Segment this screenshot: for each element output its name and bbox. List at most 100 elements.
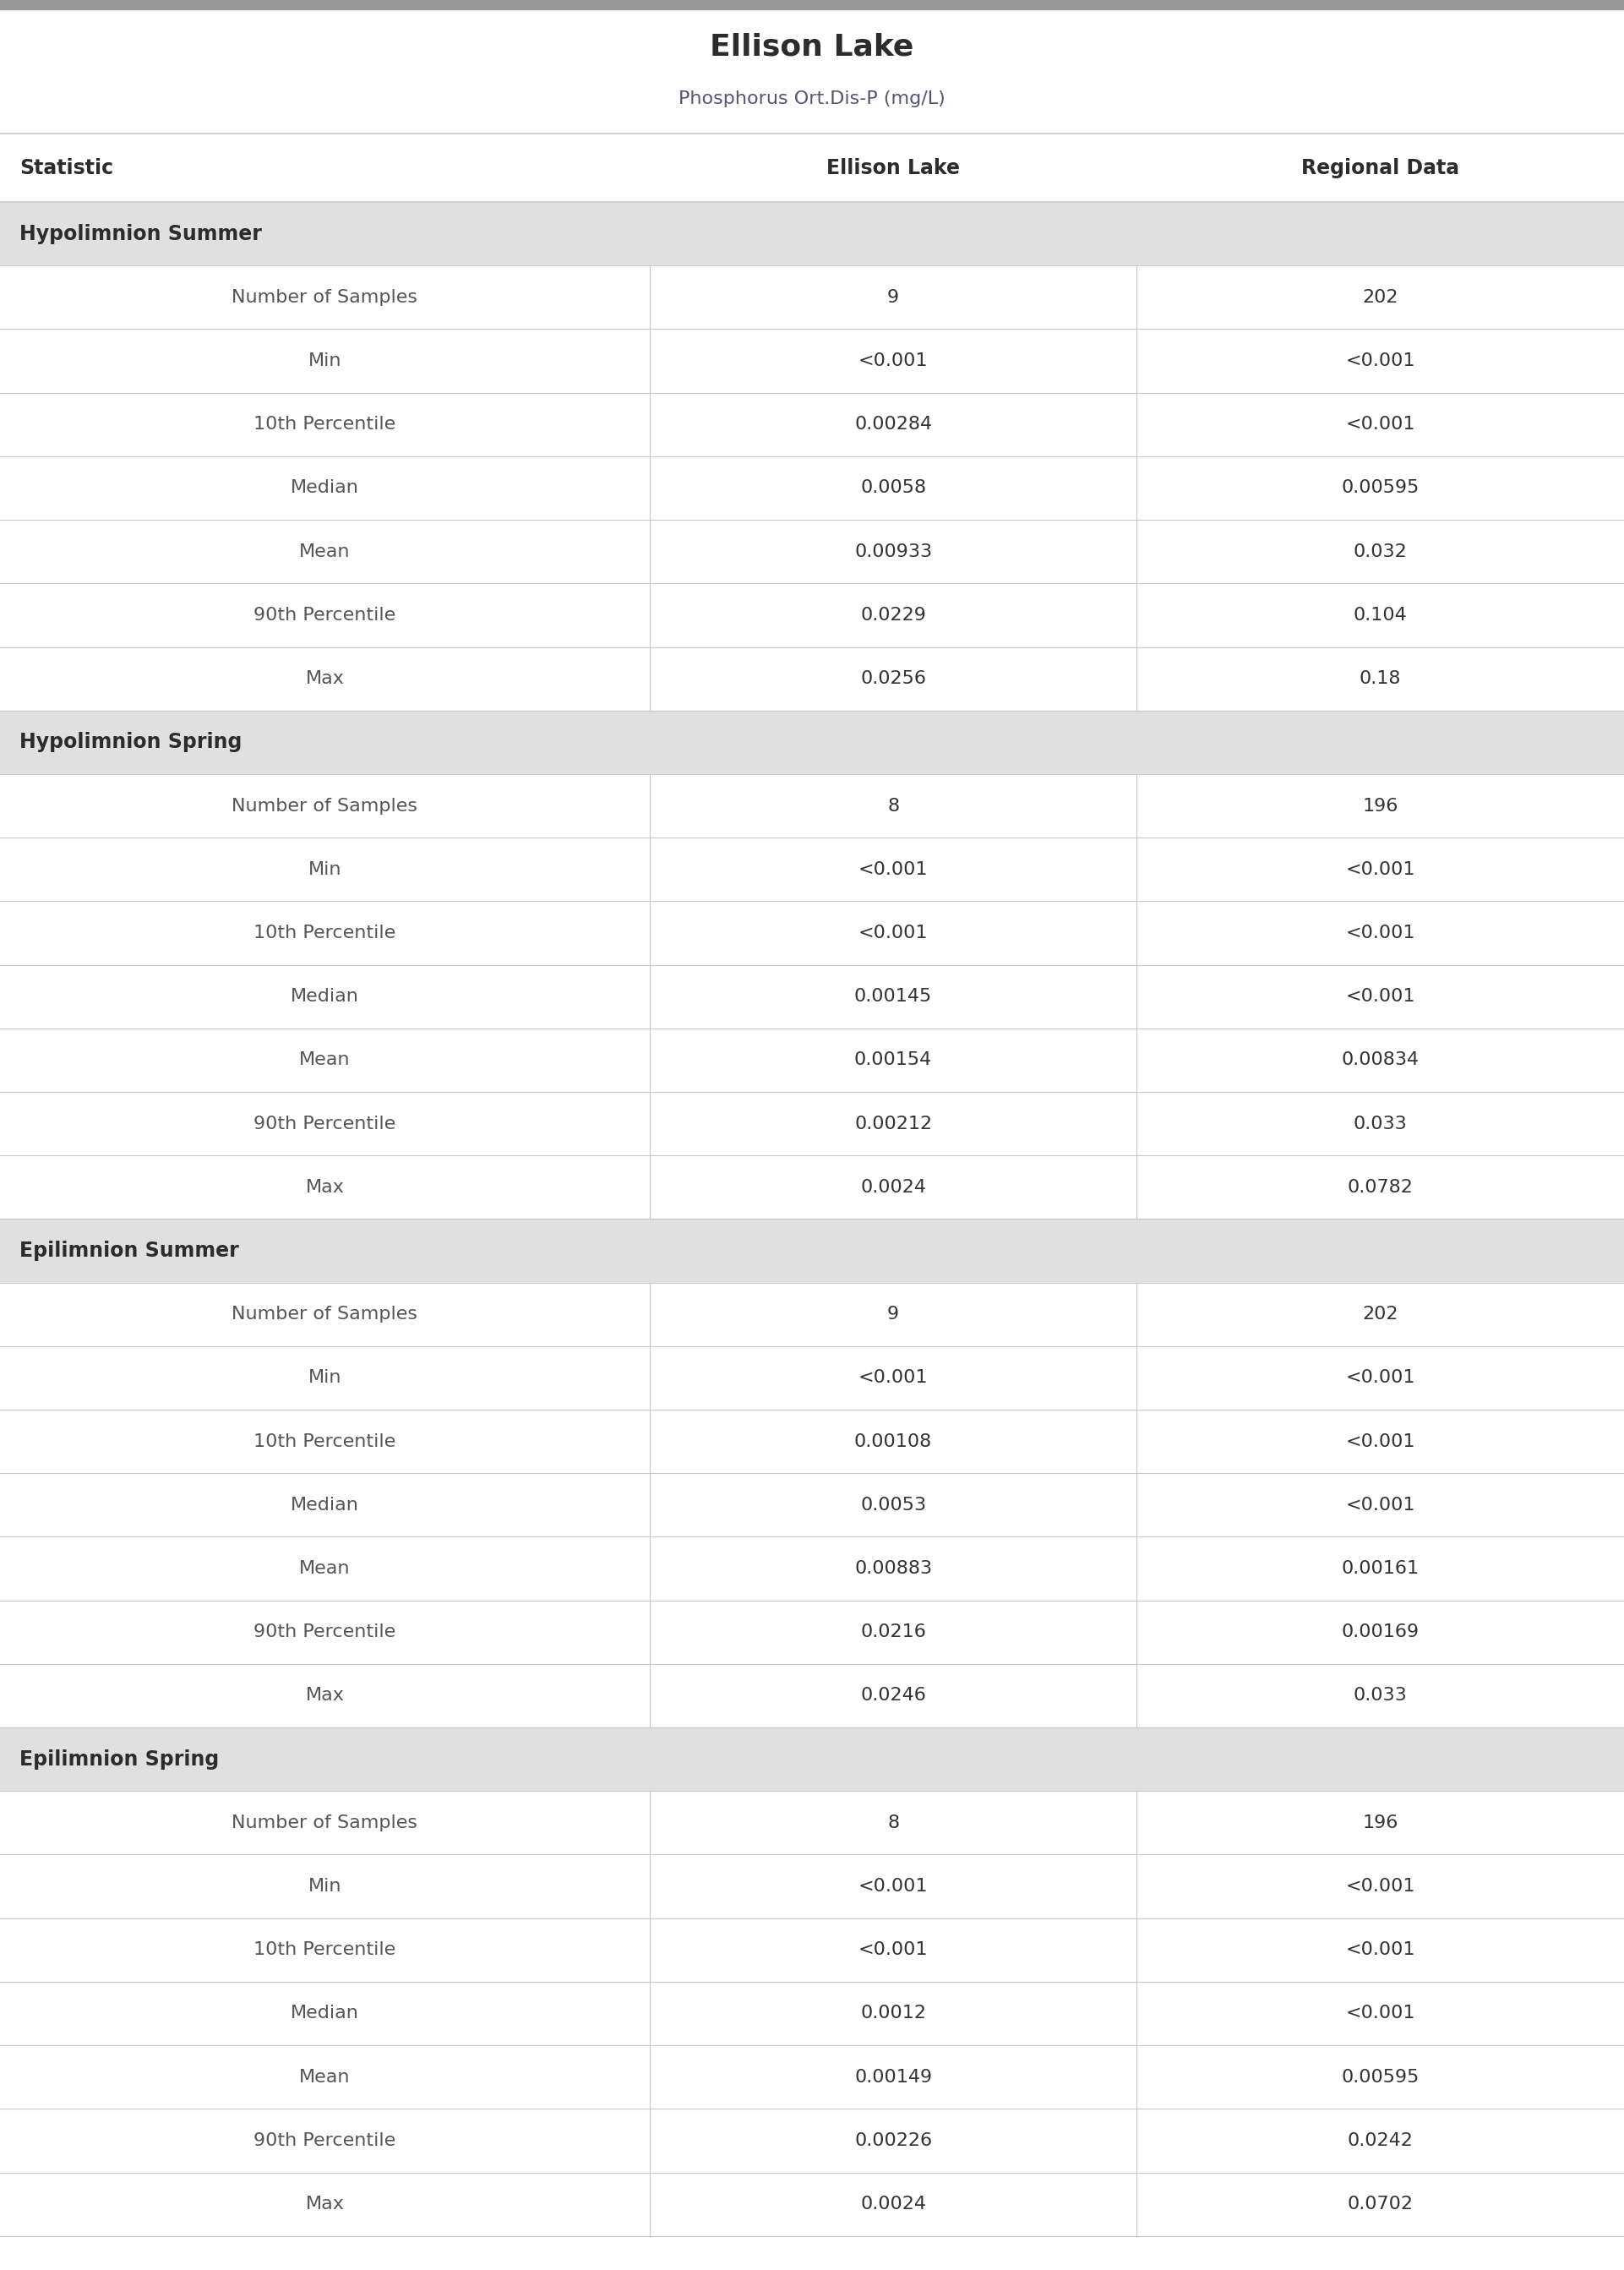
Text: 90th Percentile: 90th Percentile — [253, 1623, 396, 1641]
Bar — [0, 1727, 1624, 1791]
Bar — [0, 456, 1624, 520]
Text: <0.001: <0.001 — [1346, 2004, 1415, 2023]
Text: 0.00149: 0.00149 — [854, 2068, 932, 2086]
Bar — [0, 0, 1624, 9]
Text: <0.001: <0.001 — [1346, 352, 1415, 370]
Text: 0.0216: 0.0216 — [861, 1623, 926, 1641]
Text: 8: 8 — [887, 1814, 900, 1832]
Bar — [0, 1473, 1624, 1537]
Text: Mean: Mean — [299, 2068, 351, 2086]
Bar — [0, 965, 1624, 1028]
Bar — [0, 393, 1624, 456]
Text: 196: 196 — [1363, 797, 1398, 815]
Text: Min: Min — [309, 1877, 341, 1895]
Text: 9: 9 — [887, 1305, 900, 1323]
Text: <0.001: <0.001 — [1346, 1877, 1415, 1895]
Text: 0.00169: 0.00169 — [1341, 1623, 1419, 1641]
Text: <0.001: <0.001 — [859, 1941, 927, 1959]
Bar — [0, 1600, 1624, 1664]
Bar — [0, 583, 1624, 647]
Bar — [0, 1982, 1624, 2045]
Text: <0.001: <0.001 — [1346, 415, 1415, 434]
Text: <0.001: <0.001 — [859, 1877, 927, 1895]
Text: 0.0256: 0.0256 — [861, 670, 926, 688]
Text: 10th Percentile: 10th Percentile — [253, 1432, 396, 1451]
Text: Median: Median — [291, 2004, 359, 2023]
Text: Median: Median — [291, 987, 359, 1006]
Text: <0.001: <0.001 — [859, 352, 927, 370]
Text: 202: 202 — [1363, 288, 1398, 306]
Bar — [0, 1855, 1624, 1918]
Text: Max: Max — [305, 1687, 344, 1705]
Text: Mean: Mean — [299, 1051, 351, 1069]
Bar — [0, 329, 1624, 393]
Bar — [0, 1664, 1624, 1727]
Text: Ellison Lake: Ellison Lake — [827, 159, 960, 177]
Bar — [0, 202, 1624, 266]
Text: 0.00595: 0.00595 — [1341, 479, 1419, 497]
Text: 0.0058: 0.0058 — [861, 479, 926, 497]
Bar — [0, 1283, 1624, 1346]
Text: 0.032: 0.032 — [1353, 543, 1408, 561]
Text: Max: Max — [305, 1178, 344, 1196]
Text: 90th Percentile: 90th Percentile — [253, 606, 396, 624]
Text: 0.0229: 0.0229 — [861, 606, 926, 624]
Bar — [0, 1537, 1624, 1600]
Bar — [0, 1028, 1624, 1092]
Text: Number of Samples: Number of Samples — [232, 288, 417, 306]
Bar — [0, 838, 1624, 901]
Text: Number of Samples: Number of Samples — [232, 797, 417, 815]
Text: 9: 9 — [887, 288, 900, 306]
Text: <0.001: <0.001 — [1346, 1369, 1415, 1387]
Text: 0.00284: 0.00284 — [854, 415, 932, 434]
Text: <0.001: <0.001 — [859, 860, 927, 878]
Text: Statistic: Statistic — [19, 159, 114, 177]
Text: <0.001: <0.001 — [1346, 1496, 1415, 1514]
Text: Ellison Lake: Ellison Lake — [710, 32, 914, 61]
Text: Regional Data: Regional Data — [1301, 159, 1460, 177]
Text: 0.00161: 0.00161 — [1341, 1559, 1419, 1578]
Text: 196: 196 — [1363, 1814, 1398, 1832]
Text: Epilimnion Spring: Epilimnion Spring — [19, 1750, 219, 1768]
Text: Mean: Mean — [299, 543, 351, 561]
Text: <0.001: <0.001 — [859, 1369, 927, 1387]
Text: Min: Min — [309, 860, 341, 878]
Bar — [0, 901, 1624, 965]
Text: Mean: Mean — [299, 1559, 351, 1578]
Bar — [0, 2109, 1624, 2172]
Text: 0.0024: 0.0024 — [861, 1178, 926, 1196]
Text: 0.18: 0.18 — [1359, 670, 1402, 688]
Bar — [0, 1918, 1624, 1982]
Text: 90th Percentile: 90th Percentile — [253, 1115, 396, 1133]
Text: 0.00834: 0.00834 — [1341, 1051, 1419, 1069]
Text: Max: Max — [305, 2195, 344, 2213]
Text: 0.00933: 0.00933 — [854, 543, 932, 561]
Text: 0.0053: 0.0053 — [861, 1496, 926, 1514]
Text: 0.033: 0.033 — [1353, 1115, 1408, 1133]
Text: Median: Median — [291, 1496, 359, 1514]
Bar — [0, 774, 1624, 838]
Text: 0.00595: 0.00595 — [1341, 2068, 1419, 2086]
Bar — [0, 647, 1624, 711]
Text: 10th Percentile: 10th Percentile — [253, 415, 396, 434]
Text: Median: Median — [291, 479, 359, 497]
Text: 0.00226: 0.00226 — [854, 2132, 932, 2150]
Text: 0.104: 0.104 — [1353, 606, 1408, 624]
Text: Max: Max — [305, 670, 344, 688]
Text: 0.00154: 0.00154 — [854, 1051, 932, 1069]
Text: 0.0242: 0.0242 — [1348, 2132, 1413, 2150]
Text: 0.0246: 0.0246 — [861, 1687, 926, 1705]
Text: 0.00212: 0.00212 — [854, 1115, 932, 1133]
Text: 0.00883: 0.00883 — [854, 1559, 932, 1578]
Text: Hypolimnion Spring: Hypolimnion Spring — [19, 733, 242, 751]
Text: Phosphorus Ort.Dis-P (mg/L): Phosphorus Ort.Dis-P (mg/L) — [679, 91, 945, 107]
Text: 0.033: 0.033 — [1353, 1687, 1408, 1705]
Text: <0.001: <0.001 — [1346, 860, 1415, 878]
Text: Min: Min — [309, 1369, 341, 1387]
Text: <0.001: <0.001 — [1346, 924, 1415, 942]
Text: Hypolimnion Summer: Hypolimnion Summer — [19, 225, 261, 243]
Text: 10th Percentile: 10th Percentile — [253, 1941, 396, 1959]
Text: 0.00108: 0.00108 — [854, 1432, 932, 1451]
Text: Number of Samples: Number of Samples — [232, 1814, 417, 1832]
Text: <0.001: <0.001 — [859, 924, 927, 942]
